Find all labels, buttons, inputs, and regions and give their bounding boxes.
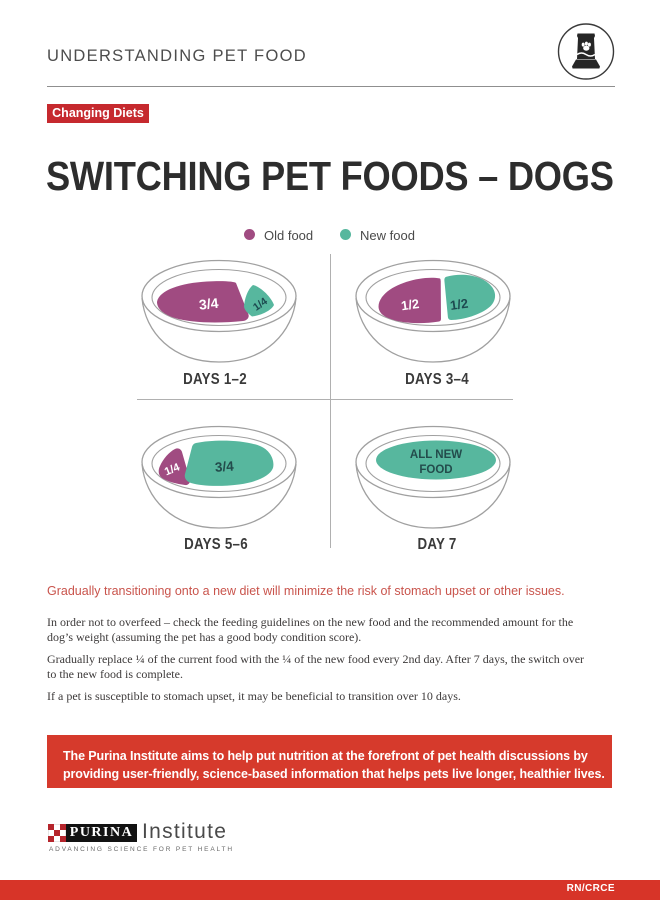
svg-text:3/4: 3/4: [198, 295, 219, 313]
svg-text:1/2: 1/2: [449, 296, 469, 313]
svg-text:ALL NEW: ALL NEW: [410, 449, 462, 461]
svg-text:1/4: 1/4: [163, 461, 182, 478]
svg-text:3/4: 3/4: [214, 459, 234, 475]
svg-text:FOOD: FOOD: [419, 464, 452, 476]
svg-text:1/2: 1/2: [400, 296, 420, 313]
